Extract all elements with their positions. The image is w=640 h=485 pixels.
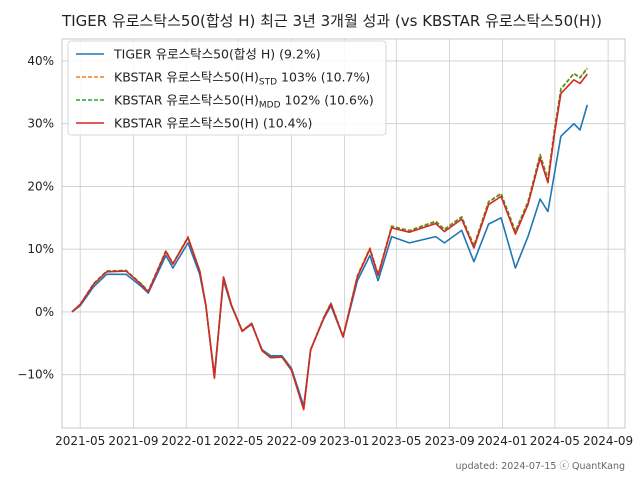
x-tick-label: 2021-05 bbox=[55, 434, 105, 448]
y-tick-label: 10% bbox=[27, 242, 54, 256]
legend-label-subscript: MDD bbox=[259, 101, 281, 111]
chart-title: TIGER 유로스탁스50(합성 H) 최근 3년 3개월 성과 (vs KBS… bbox=[61, 12, 602, 30]
y-tick-label: 0% bbox=[35, 305, 54, 319]
x-tick-label: 2023-01 bbox=[319, 434, 369, 448]
axis-layer: −10%0%10%20%30%40%2021-05 2021-09 2022-01 2… bbox=[17, 54, 633, 448]
x-tick-label: 2022-05 bbox=[213, 434, 263, 448]
legend-label-2: KBSTAR 유로스탁스50(H)MDD 102% (10.6%) bbox=[114, 93, 374, 111]
series-line-3 bbox=[71, 73, 588, 411]
y-tick-label: 40% bbox=[27, 54, 54, 68]
legend-label-text: KBSTAR 유로스탁스50(H) bbox=[114, 93, 259, 108]
legend-label-text: TIGER 유로스탁스50(합성 H) (9.2%) bbox=[113, 47, 321, 62]
legend-label-subscript: STD bbox=[259, 78, 277, 88]
y-tick-label: 20% bbox=[27, 179, 54, 193]
plot-frame bbox=[61, 38, 626, 429]
legend-label-text: KBSTAR 유로스탁스50(H) (10.4%) bbox=[114, 116, 312, 131]
series-layer bbox=[71, 67, 589, 411]
x-tick-label: 2024-09 bbox=[583, 434, 633, 448]
legend-label-tail: 102% (10.6%) bbox=[281, 93, 374, 108]
x-tick-label: 2022-09 bbox=[266, 434, 316, 448]
x-tick-label: 2023-05 bbox=[371, 434, 421, 448]
legend-label-3: KBSTAR 유로스탁스50(H) (10.4%) bbox=[114, 116, 312, 131]
series-line-0 bbox=[71, 104, 589, 407]
footer-credit: updated: 2024-07-15 ⓒ QuantKang bbox=[456, 461, 625, 472]
legend-label-text: KBSTAR 유로스탁스50(H) bbox=[114, 70, 259, 85]
legend-label-0: TIGER 유로스탁스50(합성 H) (9.2%) bbox=[113, 47, 321, 62]
legend-box bbox=[67, 40, 387, 136]
y-tick-label: −10% bbox=[17, 368, 54, 382]
legend-label-tail: 103% (10.7%) bbox=[277, 70, 370, 85]
x-tick-label: 2024-01 bbox=[477, 434, 527, 448]
legend-label-1: KBSTAR 유로스탁스50(H)STD 103% (10.7%) bbox=[114, 70, 370, 88]
y-tick-label: 30% bbox=[27, 117, 54, 131]
x-tick-label: 2021-09 bbox=[108, 434, 158, 448]
x-tick-label: 2024-05 bbox=[530, 434, 580, 448]
x-tick-label: 2022-01 bbox=[161, 434, 211, 448]
legend: TIGER 유로스탁스50(합성 H) (9.2%) KBSTAR 유로스탁스50… bbox=[67, 40, 387, 136]
x-tick-label: 2023-09 bbox=[425, 434, 475, 448]
